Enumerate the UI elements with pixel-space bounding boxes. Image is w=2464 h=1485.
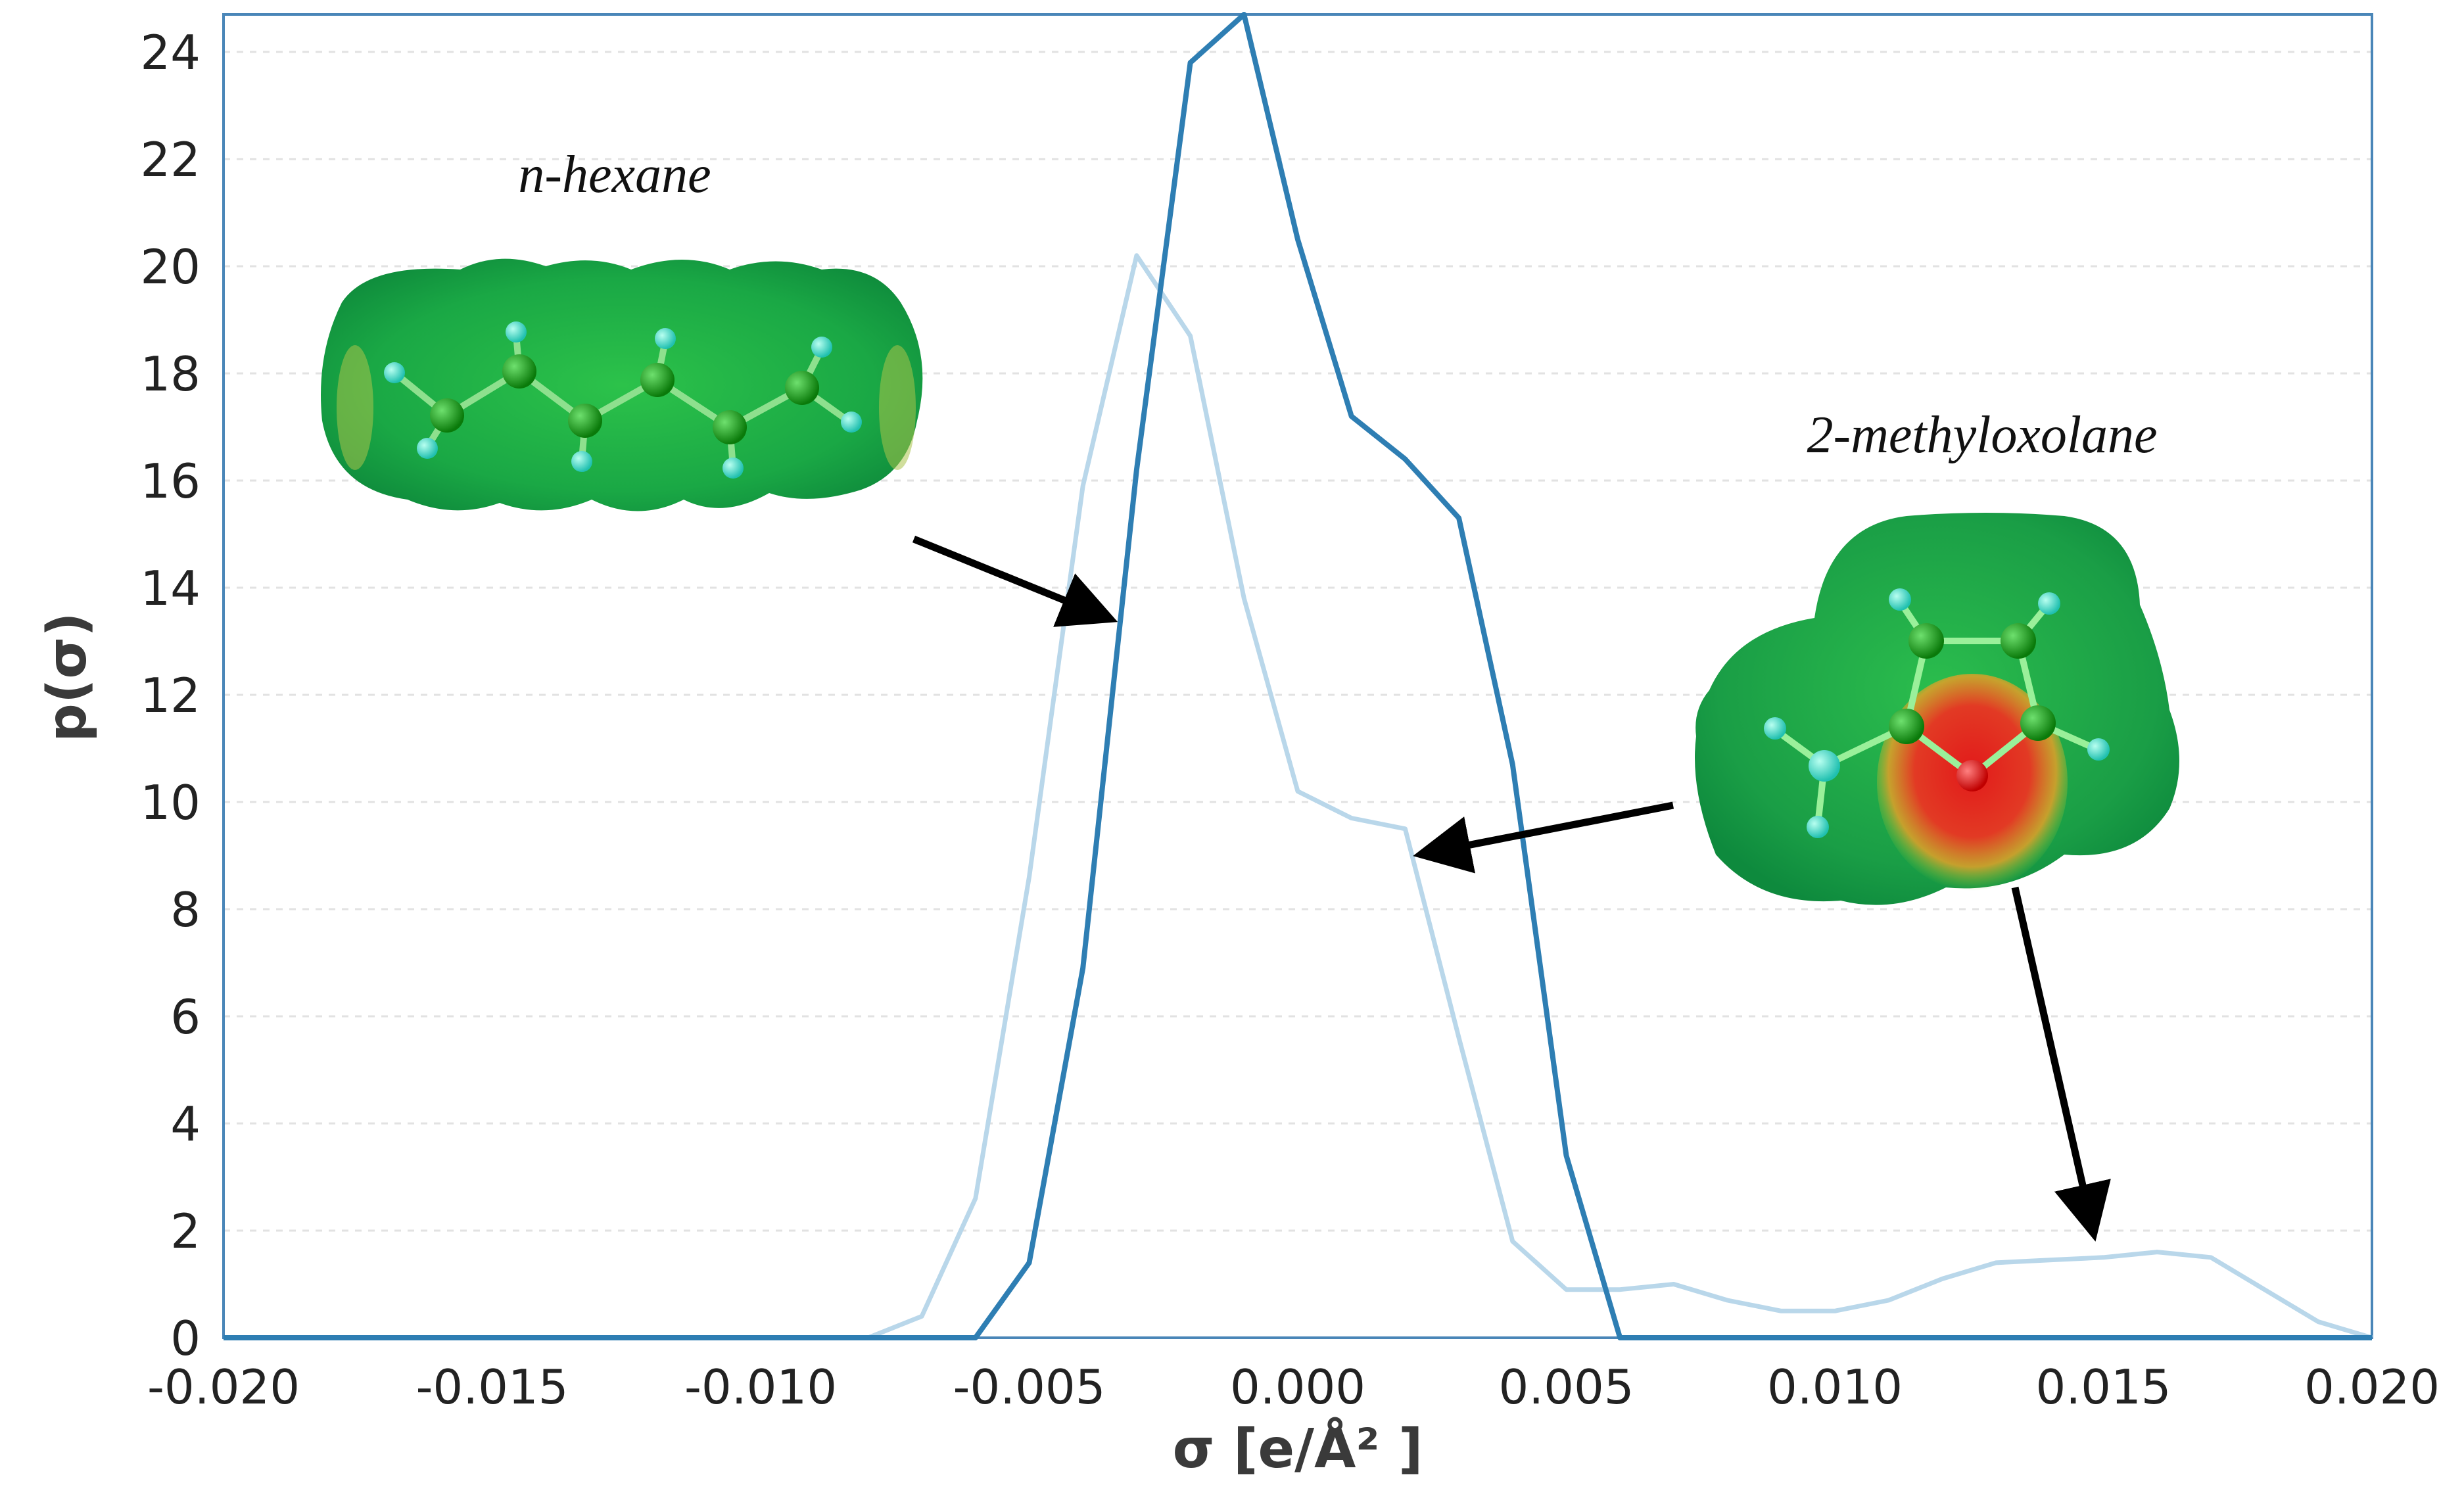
2-methyloxolane-arrow-lower bbox=[2011, 886, 2111, 1242]
x-tick-label: -0.020 bbox=[147, 1359, 300, 1415]
x-axis-title: σ [e/Å² ] bbox=[1173, 1417, 1423, 1480]
axes bbox=[222, 13, 2373, 1339]
y-tick-label: 16 bbox=[140, 454, 201, 509]
y-tick-label: 12 bbox=[140, 668, 201, 723]
y-tick-label: 0 bbox=[170, 1311, 201, 1366]
2-methyloxolane-molecule-image bbox=[1695, 513, 2179, 905]
2-methyloxolane-arrow-upper bbox=[1413, 801, 1674, 874]
data-series bbox=[224, 12, 2373, 1340]
n-hexane-label: n-hexane bbox=[518, 146, 711, 204]
y-tick-label: 2 bbox=[170, 1204, 201, 1259]
n-hexane-molecule-image bbox=[321, 258, 923, 511]
x-tick-label: -0.015 bbox=[415, 1359, 568, 1415]
y-tick-label: 6 bbox=[170, 989, 201, 1045]
y-tick-label: 22 bbox=[140, 132, 201, 187]
series-line-2-methyloxolane bbox=[224, 253, 2373, 1340]
y-axis-title: p(σ) bbox=[36, 612, 99, 742]
y-tick-label: 10 bbox=[140, 775, 201, 830]
x-tick-labels: -0.020 -0.015 -0.010 -0.005 0.000 0.005 0.010 0… bbox=[147, 1359, 2440, 1415]
annotation-arrows bbox=[912, 535, 2111, 1242]
y-tick-label: 24 bbox=[140, 25, 201, 80]
x-tick-label: 0.005 bbox=[1498, 1359, 1634, 1415]
2-methyloxolane-label: 2-methyloxolane bbox=[1807, 406, 2157, 464]
y-tick-label: 8 bbox=[170, 882, 201, 937]
plot-frame bbox=[222, 13, 2373, 1339]
y-tick-label: 14 bbox=[140, 561, 201, 616]
x-tick-label: -0.010 bbox=[684, 1359, 837, 1415]
x-tick-label: -0.005 bbox=[953, 1359, 1105, 1415]
x-tick-label: 0.000 bbox=[1230, 1359, 1365, 1415]
x-tick-label: 0.015 bbox=[2035, 1359, 2171, 1415]
n-hexane-arrow bbox=[912, 535, 1118, 627]
y-tick-label: 4 bbox=[170, 1096, 201, 1152]
x-tick-label: 0.020 bbox=[2304, 1359, 2440, 1415]
y-tick-label: 18 bbox=[140, 346, 201, 402]
series-line-n-hexane bbox=[224, 12, 2372, 1340]
y-tick-label: 20 bbox=[140, 239, 201, 295]
x-tick-label: 0.010 bbox=[1767, 1359, 1903, 1415]
